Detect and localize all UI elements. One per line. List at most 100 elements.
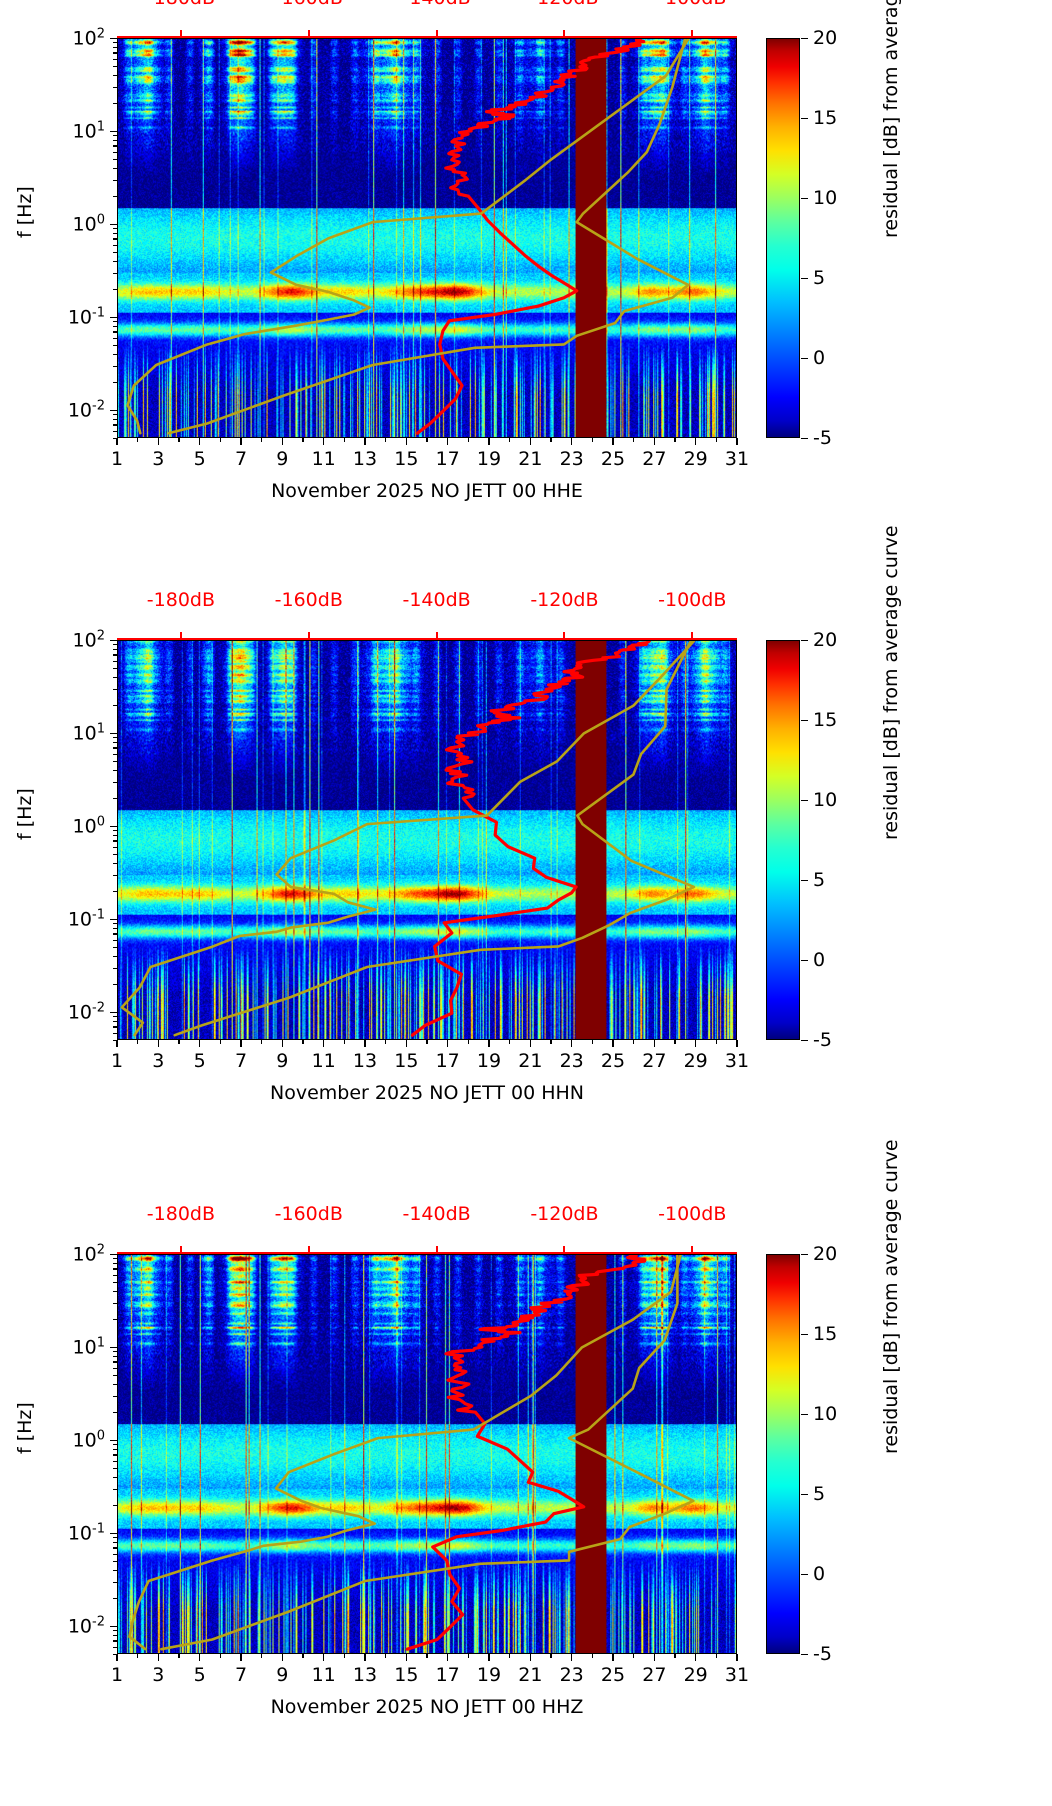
y-axis-minor-tick [113,1384,117,1386]
x-axis-tick [653,1040,656,1047]
x-axis-minor-tick [219,1654,222,1658]
x-axis-tick [694,1654,697,1661]
x-axis-tick [446,1654,449,1661]
y-axis-minor-tick [113,923,117,925]
y-axis-minor-tick [113,753,117,755]
x-axis-tick-label: 17 [435,1050,460,1072]
y-axis-tick [110,410,117,412]
x-axis-tick [405,1040,408,1047]
y-axis-minor-tick [113,438,117,440]
x-axis-tick-label: 17 [435,448,460,470]
y-axis-tick [110,317,117,319]
top-axis-tick [691,1246,694,1254]
x-axis-tick [405,438,408,445]
colorbar-tick [801,358,808,360]
top-axis-line [117,638,737,640]
x-axis-minor-tick [385,438,387,442]
x-axis-tick-label: 23 [559,448,584,470]
top-axis-line [117,1252,737,1254]
x-axis-minor-tick [219,438,222,442]
y-axis-minor-tick [113,1505,117,1507]
y-axis-minor-tick [113,1542,117,1544]
peterson-new-low-noise-model [122,641,694,1035]
y-axis-label: f [Hz] [14,186,36,238]
x-axis-tick [322,438,325,445]
colorbar-title: residual [dB] from average curve [880,0,902,238]
top-axis-tick [307,1246,310,1254]
y-axis-minor-tick [113,1268,117,1270]
x-axis-tick [612,1040,614,1047]
y-axis-tick [110,919,117,921]
y-axis: 102 101 100 10-1 10-2 [0,628,117,1042]
y-axis-minor-tick [113,760,117,763]
y-axis-tick [110,640,117,642]
y-axis-tick [110,131,117,133]
y-axis-minor-tick [113,939,117,941]
top-axis-tick-label: -140dB [402,1203,471,1225]
y-axis-minor-tick [113,103,117,105]
x-axis-minor-tick [550,1040,552,1044]
top-axis-tick-label: -100dB [658,589,727,611]
x-axis-tick [694,1040,697,1047]
y-axis-minor-tick [113,1319,117,1321]
y-axis-minor-tick [113,158,117,161]
x-axis-tick [612,438,614,445]
y-axis-tick [110,1254,117,1256]
y-axis-minor-tick [113,337,117,339]
y-axis-minor-tick [113,414,117,416]
y-axis-minor-tick [113,667,117,670]
colorbar-tick-label: 0 [813,1563,826,1585]
x-axis-minor-tick [302,1654,304,1658]
x-axis-tick-label: 15 [394,1664,419,1686]
x-axis-tick-label: 11 [311,448,336,470]
y-axis-minor-tick [113,75,117,77]
top-axis-tick [563,1246,566,1254]
x-axis-tick-label: 19 [476,1050,502,1072]
y-axis-minor-tick [113,874,117,876]
x-axis-tick [736,1040,738,1047]
y-axis-minor-tick [113,1351,117,1353]
y-axis-minor-tick [113,1026,117,1028]
y-axis-minor-tick [113,140,117,142]
y-axis-minor-tick [113,1635,117,1637]
y-axis-minor-tick [113,321,117,323]
x-axis-tick-label: 7 [234,1664,248,1686]
y-axis-minor-tick [113,196,117,198]
x-axis-tick [488,1654,490,1661]
y-axis-minor-tick [113,65,117,68]
top-axis-tick [435,30,438,38]
top-axis-tick [691,632,694,640]
x-axis-minor-tick [674,438,676,442]
spectrogram-plot-area [117,640,737,1040]
x-axis-tick [198,1040,201,1047]
x-axis-minor-tick [591,438,594,442]
y-axis-minor-tick [113,419,117,421]
x-axis-tick-label: 7 [234,448,248,470]
x-axis-tick [488,438,490,445]
colorbar [766,1254,800,1654]
y-axis-minor-tick [113,42,117,44]
x-axis-tick-label: 19 [476,448,502,470]
y-axis-minor-tick [113,891,117,893]
x-axis-tick [570,438,573,445]
y-axis-minor-tick [113,331,117,333]
y-axis-minor-tick [113,654,117,656]
y-axis-minor-tick [113,644,117,646]
top-axis-tick-label: -100dB [658,0,726,8]
top-db-axis [117,632,737,640]
y-axis-minor-tick [113,1547,117,1549]
y-axis-minor-tick [113,781,117,783]
top-axis-tick [179,30,182,38]
x-axis-tick-label: 11 [311,1050,336,1072]
x-axis-tick [364,438,366,445]
colorbar-tick [801,118,808,120]
x-axis-tick-label: 17 [435,1664,460,1686]
y-axis-minor-tick [113,946,117,949]
x-axis-minor-tick [633,1654,635,1658]
y-axis-minor-tick [113,928,117,930]
colorbar-tick-label: 15 [813,709,838,731]
y-axis-minor-tick [113,354,117,356]
spectrogram-panel-hhe: 102 101 100 10-1 10-2 1 3 5 7 9 11 13 15 17 19 21 23 25 2… [0,0,1052,566]
y-axis-tick [110,826,117,828]
